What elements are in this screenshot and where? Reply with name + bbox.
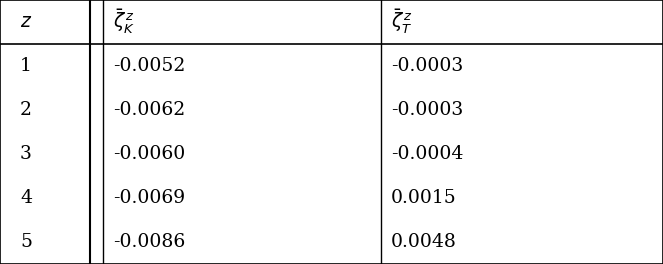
Text: -0.0086: -0.0086 xyxy=(113,233,185,251)
Text: 0.0015: 0.0015 xyxy=(391,189,457,207)
Text: 1: 1 xyxy=(20,57,32,75)
Text: 2: 2 xyxy=(20,101,32,119)
Text: -0.0062: -0.0062 xyxy=(113,101,185,119)
Text: -0.0060: -0.0060 xyxy=(113,145,185,163)
Text: $\bar{\zeta}_{K}^{\,z}$: $\bar{\zeta}_{K}^{\,z}$ xyxy=(113,8,135,36)
Text: $z$: $z$ xyxy=(20,13,32,31)
Text: 5: 5 xyxy=(20,233,32,251)
Text: 3: 3 xyxy=(20,145,32,163)
Text: -0.0069: -0.0069 xyxy=(113,189,185,207)
Text: 4: 4 xyxy=(20,189,32,207)
Text: -0.0003: -0.0003 xyxy=(391,57,463,75)
Text: $\bar{\zeta}_{T}^{\,z}$: $\bar{\zeta}_{T}^{\,z}$ xyxy=(391,8,413,36)
Text: -0.0052: -0.0052 xyxy=(113,57,185,75)
Text: -0.0003: -0.0003 xyxy=(391,101,463,119)
Text: -0.0004: -0.0004 xyxy=(391,145,463,163)
Text: 0.0048: 0.0048 xyxy=(391,233,457,251)
